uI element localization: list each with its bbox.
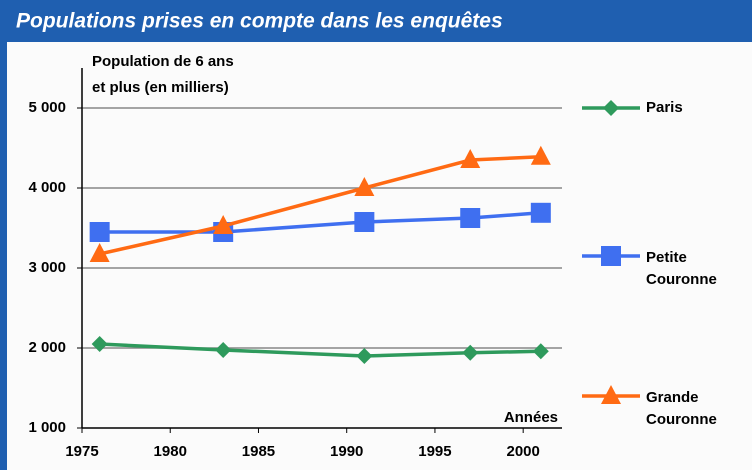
x-tick-label: 1975 <box>65 443 98 460</box>
legend-label: Grande <box>646 389 699 406</box>
marker <box>601 246 621 266</box>
marker <box>89 222 110 242</box>
y-tick-label: 5 000 <box>28 99 66 116</box>
marker <box>460 149 481 168</box>
x-tick-label: 1995 <box>418 443 451 460</box>
legend-label: Paris <box>646 99 683 116</box>
y-axis-label: et plus (en milliers) <box>92 79 229 96</box>
legend-label: Couronne <box>646 411 717 428</box>
marker <box>460 208 481 228</box>
marker <box>91 336 108 352</box>
marker <box>530 145 551 165</box>
title-bar <box>0 0 752 42</box>
marker <box>530 202 551 223</box>
marker <box>89 243 110 262</box>
y-tick-label: 3 000 <box>28 259 66 276</box>
marker <box>354 177 375 196</box>
left-border <box>0 0 7 470</box>
x-tick-label: 2000 <box>506 443 539 460</box>
x-tick-label: 1980 <box>154 443 187 460</box>
legend-label: Petite <box>646 249 687 266</box>
x-tick-label: 1990 <box>330 443 363 460</box>
chart-title: Populations prises en compte dans les en… <box>16 10 503 33</box>
marker <box>601 385 621 404</box>
marker <box>603 100 619 116</box>
marker <box>532 343 549 360</box>
y-tick-label: 2 000 <box>28 339 66 356</box>
marker <box>213 215 234 234</box>
marker <box>215 342 232 358</box>
y-tick-label: 4 000 <box>28 179 66 196</box>
marker <box>356 348 373 364</box>
x-tick-label: 1985 <box>242 443 275 460</box>
legend-label: Couronne <box>646 271 717 288</box>
marker <box>462 344 479 361</box>
y-tick-label: 1 000 <box>28 419 66 436</box>
y-axis-label: Population de 6 ans <box>92 53 234 70</box>
marker <box>354 212 375 232</box>
x-axis-label: Années <box>504 409 558 426</box>
